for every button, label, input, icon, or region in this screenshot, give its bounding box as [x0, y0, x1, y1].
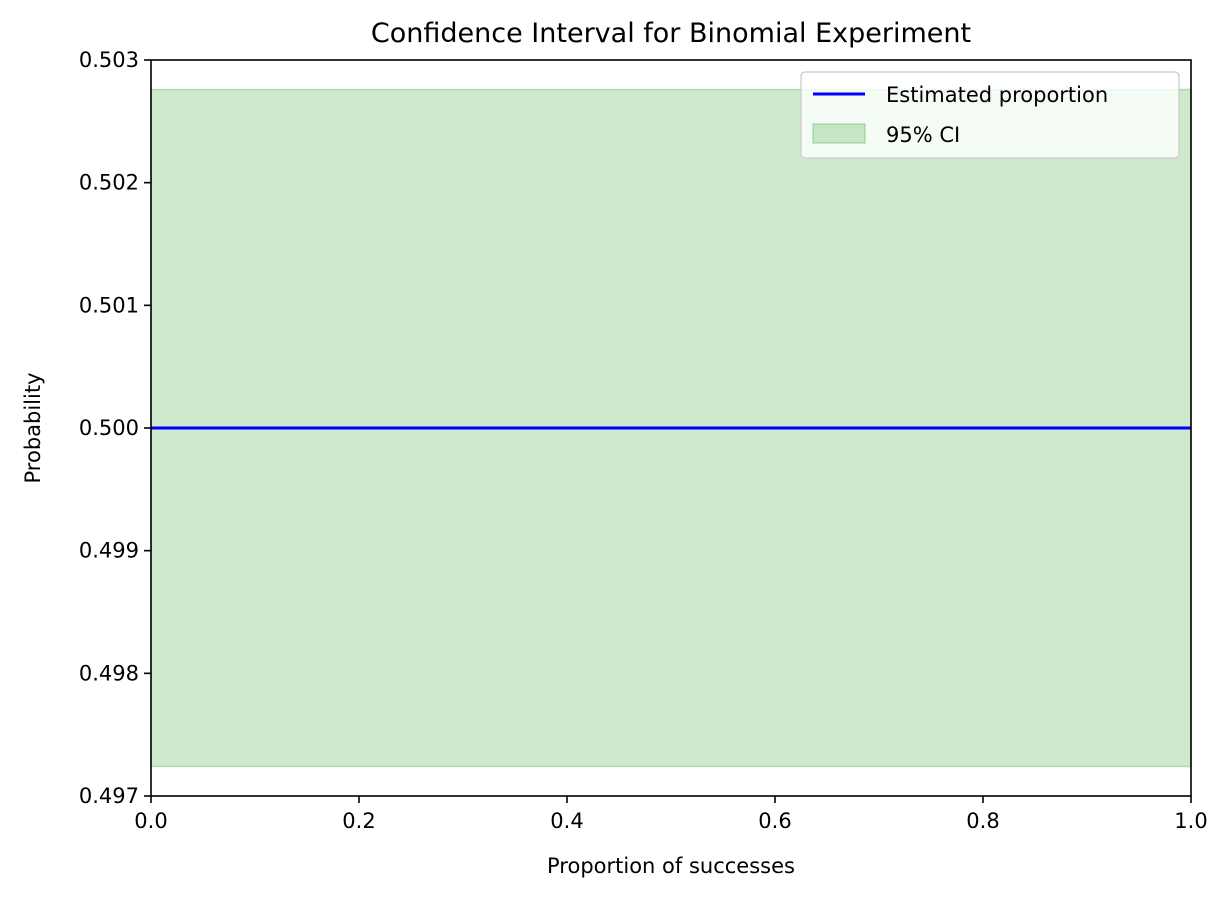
legend: Estimated proportion 95% CI [800, 71, 1180, 159]
x-tick-label: 1.0 [1174, 809, 1207, 833]
legend-label-95-ci: 95% CI [886, 123, 960, 147]
y-tick-label: 0.499 [79, 539, 139, 563]
x-tick-label: 0.2 [342, 809, 375, 833]
y-tick-label: 0.502 [79, 171, 139, 195]
x-tick-label: 0.0 [134, 809, 167, 833]
y-axis: 0.497 0.498 0.499 0.500 0.501 0.502 0.503 [79, 48, 151, 808]
legend-label-estimated-proportion: Estimated proportion [886, 83, 1108, 107]
x-tick-label: 0.6 [758, 809, 791, 833]
x-axis: 0.0 0.2 0.4 0.6 0.8 1.0 [134, 796, 1208, 833]
legend-swatch-95-ci [812, 123, 866, 144]
plot-area [150, 88, 1192, 768]
legend-box [800, 71, 1180, 159]
x-tick-label: 0.8 [966, 809, 999, 833]
y-tick-label: 0.497 [79, 784, 139, 808]
x-axis-label: Proportion of successes [547, 854, 795, 878]
y-tick-label: 0.498 [79, 661, 139, 685]
x-tick-label: 0.4 [550, 809, 583, 833]
y-tick-label: 0.503 [79, 48, 139, 72]
y-tick-label: 0.500 [79, 416, 139, 440]
chart-title: Confidence Interval for Binomial Experim… [371, 18, 971, 49]
y-axis-label: Probability [21, 372, 45, 483]
y-tick-label: 0.501 [79, 293, 139, 317]
